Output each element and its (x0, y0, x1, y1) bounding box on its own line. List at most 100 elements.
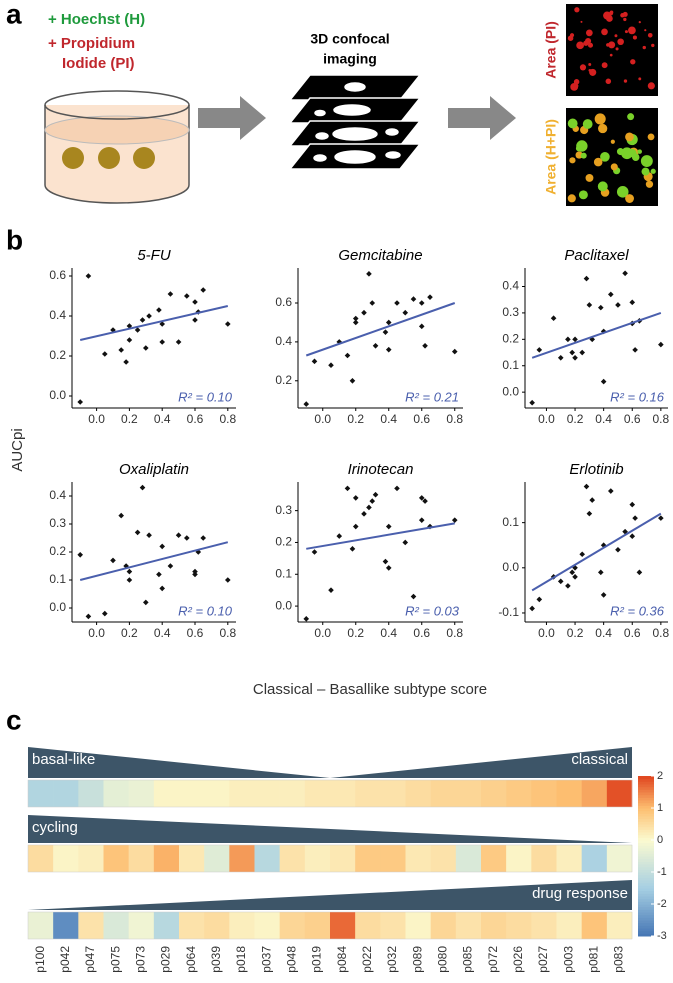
dot (638, 21, 641, 24)
colorbar-segment (638, 909, 654, 913)
point (126, 323, 133, 329)
point (134, 327, 141, 333)
row-label: basal-like (32, 751, 95, 768)
point (192, 299, 198, 305)
row-label: drug response (532, 885, 628, 902)
x-tick-label: p027 (536, 946, 550, 973)
colorbar-segment (638, 856, 654, 860)
dot (574, 7, 580, 13)
y-tick-label: 0.0 (275, 598, 292, 612)
x-tick-label: p083 (612, 946, 626, 973)
dot (632, 35, 637, 40)
dot (623, 17, 627, 22)
point (369, 498, 376, 504)
colorbar-segment (638, 784, 654, 788)
image-stack (288, 74, 422, 170)
colorbar-segment (638, 893, 654, 897)
colorbar-segment (638, 901, 654, 905)
point (557, 355, 564, 361)
heat-cell (128, 912, 155, 939)
point (418, 495, 425, 501)
dot (601, 62, 608, 69)
point (126, 577, 133, 583)
point (195, 549, 202, 555)
y-tick-label: 0.4 (49, 488, 66, 502)
point (394, 300, 400, 306)
point (402, 539, 409, 546)
dot (582, 119, 593, 129)
heat-cell (430, 912, 457, 939)
heat-cell (254, 780, 280, 807)
panel-label: c (6, 704, 22, 735)
dot (576, 140, 588, 152)
banner (28, 747, 330, 778)
colorbar-label: -3 (657, 930, 667, 942)
heat-cell (330, 845, 356, 872)
point (85, 613, 92, 620)
point (410, 296, 417, 302)
heat-cell (28, 845, 54, 872)
dot (608, 41, 616, 49)
dot (615, 47, 619, 51)
dot (620, 13, 625, 18)
colorbar-segment (638, 805, 654, 809)
heat-cell (556, 845, 582, 872)
colorbar-segment (638, 928, 654, 932)
dot (610, 163, 618, 171)
colorbar-segment (638, 925, 654, 929)
heat-cell (481, 780, 507, 807)
heat-cell (380, 845, 406, 872)
annotation: R² = 0.21 (405, 389, 459, 404)
point (123, 563, 129, 569)
colorbar-segment (638, 826, 654, 830)
x-tick-label: p080 (435, 946, 449, 973)
x-tick-label: p048 (284, 946, 298, 973)
heat-cell (355, 780, 381, 807)
dot (644, 29, 647, 32)
point (586, 302, 593, 308)
heat-cell (481, 845, 507, 872)
point (451, 348, 458, 355)
colorbar-segment (638, 890, 654, 894)
x-tick-label: 0.8 (446, 626, 463, 640)
dot (628, 26, 636, 35)
point (143, 599, 149, 606)
x-tick-label: 0.2 (121, 412, 138, 426)
y-tick-label: 0.1 (275, 566, 292, 580)
x-tick-label: 0.4 (380, 412, 397, 426)
chart-title: Oxaliplatin (119, 461, 189, 478)
heat-cell (128, 845, 155, 872)
dot (617, 38, 624, 46)
heat-cell (153, 780, 180, 807)
point (146, 532, 152, 538)
point (427, 294, 433, 300)
colorbar-segment (638, 824, 654, 828)
stain-label: + Propidium (48, 35, 135, 52)
heat-cell (279, 845, 306, 872)
heat-cell (279, 780, 306, 807)
y-tick-label: 0.4 (502, 279, 519, 293)
dot (569, 157, 576, 164)
heat-cell (78, 912, 104, 939)
x-tick-label: 0.6 (624, 412, 641, 426)
y-tick-label: 0.3 (502, 305, 519, 319)
y-tick-label: 0.4 (49, 308, 66, 322)
y-tick-label: 0.0 (49, 600, 66, 614)
point (167, 563, 174, 569)
colorbar-segment (638, 786, 654, 790)
x-tick-label: 0.4 (595, 412, 612, 426)
colorbar-label: 2 (657, 770, 663, 782)
colorbar-segment (638, 917, 654, 921)
dot (606, 43, 610, 47)
colorbar-segment (638, 794, 654, 798)
annotation: R² = 0.10 (178, 603, 233, 618)
heat-cell (304, 780, 331, 807)
point (422, 342, 428, 349)
point (608, 488, 614, 494)
heat-cell (229, 912, 255, 939)
dot (651, 43, 655, 48)
colorbar-segment (638, 861, 654, 865)
dot (642, 45, 646, 50)
colorbar-segment (638, 877, 654, 881)
point (382, 558, 389, 565)
